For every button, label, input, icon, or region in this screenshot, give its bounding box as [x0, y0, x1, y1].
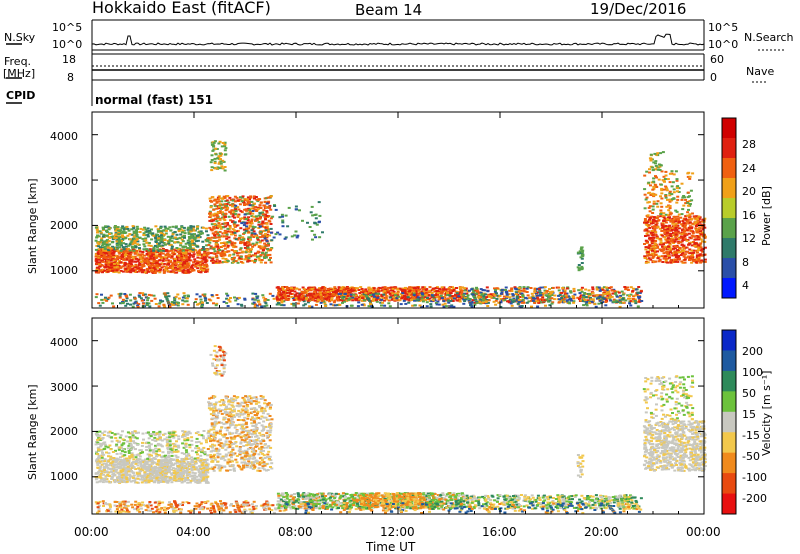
vel-cbar-tick-neg200: -200 [742, 492, 767, 505]
colorbar-swatch [722, 411, 736, 433]
colorbar-swatch [722, 198, 736, 219]
beam-label: Beam 14 [355, 1, 423, 19]
colorbar-swatch [722, 330, 736, 351]
colorbar-swatch [722, 370, 736, 392]
power-ytick-2000: 2000 [50, 219, 78, 232]
vel-cbar-tick-neg100: -100 [742, 471, 767, 484]
power-cbar-tick-24: 24 [742, 162, 756, 175]
vel-cbar-tick-50: 50 [742, 387, 756, 400]
freq-tick-bottom: 8 [67, 71, 74, 84]
colorbar-swatch [722, 238, 736, 259]
colorbar-swatch [722, 350, 736, 372]
velocity-data [94, 345, 707, 514]
power-ytick-4000: 4000 [50, 130, 78, 143]
colorbar-swatch [722, 138, 736, 159]
xtick-6: 00:00 [686, 525, 721, 539]
xtick-3: 12:00 [380, 525, 415, 539]
vel-ylabel: Slant Range [km] [26, 384, 39, 480]
power-frame [91, 111, 705, 309]
vel-ytick-1000: 1000 [50, 470, 78, 483]
vel-ytick-2000: 2000 [50, 425, 78, 438]
colorbar-swatch [722, 158, 736, 179]
power-ytick-3000: 3000 [50, 175, 78, 188]
vel-cbar-tick-200: 200 [742, 345, 763, 358]
power-cbar-tick-4: 4 [742, 279, 749, 292]
colorbar-swatch [722, 178, 736, 199]
colorbar-swatch [722, 218, 736, 239]
nsky-trace [91, 33, 705, 46]
cpid-value: normal (fast) 151 [95, 93, 213, 107]
power-cbar-tick-28: 28 [742, 138, 756, 151]
nsearch-tick-bottom: 10^0 [708, 38, 739, 51]
nsearch-tick-top: 10^5 [708, 21, 739, 34]
date-label: 19/Dec/2016 [590, 0, 687, 18]
nave-tick-top: 60 [710, 53, 724, 66]
nsky-label: N.Sky [4, 31, 36, 44]
aux-panels [6, 19, 786, 106]
power-cbar-label: Power [dB] [760, 186, 773, 246]
velocity-panel [91, 317, 707, 515]
colorbar-swatch [722, 391, 736, 413]
x-axis-label: Time UT [366, 540, 416, 554]
power-panel [91, 111, 707, 309]
power-cbar-tick-16: 16 [742, 209, 756, 222]
freq-unit-label: [MHz] [3, 67, 36, 80]
colorbar-swatch [722, 432, 736, 454]
velocity-frame [91, 317, 705, 515]
colorbar-swatch [722, 118, 736, 139]
vel-cbar-tick-neg15: -15 [742, 429, 760, 442]
vel-cbar-tick-neg50: -50 [742, 450, 760, 463]
colorbar-frame [721, 117, 737, 299]
power-colorbar [721, 117, 737, 299]
nsky-tick-top: 10^5 [52, 21, 83, 34]
xtick-2: 08:00 [278, 525, 313, 539]
nsearch-label: N.Search [744, 31, 794, 44]
velocity-colorbar [721, 329, 737, 515]
vel-cbar-tick-15: 15 [742, 408, 756, 421]
nave-label: Nave [746, 65, 775, 78]
freq-tick-top: 18 [62, 53, 76, 66]
xtick-4: 16:00 [482, 525, 517, 539]
vel-ytick-3000: 3000 [50, 381, 78, 394]
vel-ytick-4000: 4000 [50, 336, 78, 349]
power-data [94, 140, 707, 308]
colorbar-swatch [722, 473, 736, 495]
nsky-tick-bottom: 10^0 [52, 38, 83, 51]
xtick-0: 00:00 [74, 525, 109, 539]
colorbar-swatch [722, 258, 736, 279]
nave-tick-bottom: 0 [710, 71, 717, 84]
power-cbar-tick-8: 8 [742, 256, 749, 269]
power-ylabel: Slant Range [km] [26, 178, 39, 274]
colorbar-swatch [722, 278, 736, 299]
power-cbar-tick-12: 12 [742, 232, 756, 245]
site-title: Hokkaido East (fitACF) [92, 0, 271, 17]
colorbar-swatch [722, 493, 736, 515]
xtick-1: 04:00 [176, 525, 211, 539]
cpid-label: CPID [6, 89, 36, 102]
power-cbar-tick-20: 20 [742, 185, 756, 198]
vel-cbar-tick-100: 100 [742, 366, 763, 379]
vel-cbar-label: Velocity [m s⁻¹] [760, 370, 773, 456]
colorbar-swatch [722, 452, 736, 474]
freq-label: Freq. [4, 55, 32, 68]
colorbar-frame [721, 329, 737, 515]
power-ytick-1000: 1000 [50, 264, 78, 277]
xtick-5: 20:00 [584, 525, 619, 539]
